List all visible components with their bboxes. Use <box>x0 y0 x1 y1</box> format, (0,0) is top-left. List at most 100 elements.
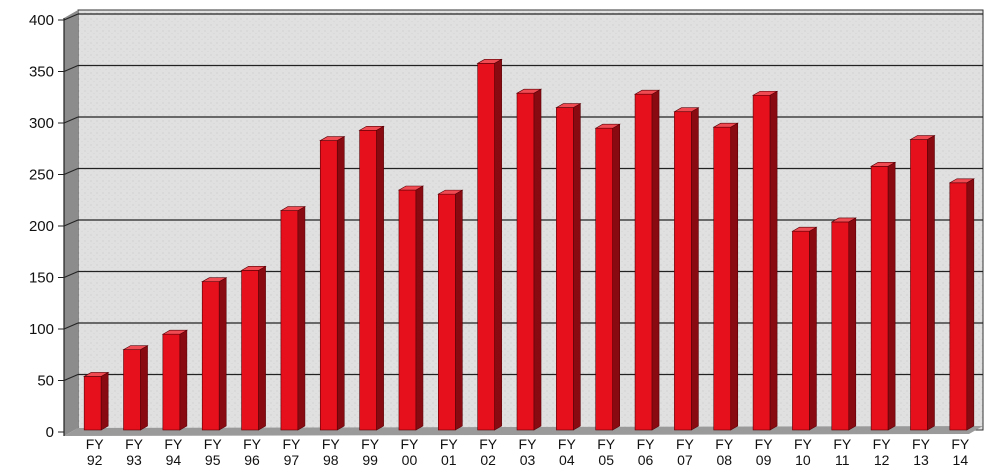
y-axis: 0 50 100 150 200 250 300 350 400 <box>29 12 65 441</box>
x-tick-label-line: 08 <box>716 452 732 468</box>
bar-front <box>359 129 377 431</box>
bar-side <box>887 161 896 431</box>
gridline-side <box>63 168 79 175</box>
bars <box>83 58 975 431</box>
gridline-side <box>63 65 79 72</box>
bar-front <box>556 107 574 431</box>
bar-front <box>752 94 771 431</box>
x-tick-label: FY 03 <box>519 436 538 468</box>
bar-top <box>751 90 779 96</box>
bar-top <box>201 277 228 282</box>
x-tick-label: FY 93 <box>125 436 144 468</box>
gridline-side <box>63 322 79 330</box>
x-tick-label-line: FY <box>637 436 656 452</box>
bar <box>948 178 975 431</box>
x-tick-label-line: 95 <box>205 452 221 468</box>
x-tick-label: FY 12 <box>873 436 892 468</box>
bar-side <box>179 329 188 431</box>
bar-front <box>201 281 220 431</box>
x-tick-label: FY 94 <box>164 436 183 468</box>
bar-side <box>415 185 424 431</box>
bar-top <box>476 59 503 64</box>
bar-side <box>297 206 306 431</box>
gridline-side <box>63 271 79 278</box>
bar-front <box>792 230 810 431</box>
bar-side <box>336 136 345 431</box>
bar <box>555 103 582 431</box>
x-tick-label-line: FY <box>86 436 105 452</box>
bar-side <box>258 265 266 431</box>
bar-side <box>494 58 502 431</box>
bar-top <box>870 162 897 167</box>
x-tick-label: FY 00 <box>401 436 420 468</box>
x-tick-label-line: FY <box>951 436 970 452</box>
x-tick-label-line: FY <box>125 436 144 452</box>
bar <box>751 90 779 431</box>
x-tick-label-line: FY <box>204 436 223 452</box>
x-tick-label: FY 09 <box>755 436 774 468</box>
bar-front <box>674 111 692 431</box>
bar-top <box>515 88 543 94</box>
y-tick-label: 100 <box>29 321 54 338</box>
x-tick-label-line: FY <box>519 436 538 452</box>
bar-front <box>438 193 456 431</box>
bar <box>673 107 700 431</box>
bar <box>358 125 385 431</box>
x-tick-label-line: 12 <box>874 452 890 468</box>
bar-front <box>713 126 732 431</box>
bar-side <box>848 217 857 431</box>
bar-side <box>927 135 935 431</box>
bar <box>476 58 503 431</box>
bar <box>633 89 661 431</box>
x-tick-label-line: 01 <box>441 452 457 468</box>
bar-front <box>398 189 417 431</box>
x-tick-label: FY 13 <box>912 436 931 468</box>
x-tick-label: FY 95 <box>204 436 223 468</box>
y-tick-label: 150 <box>29 270 54 287</box>
bar-top <box>319 136 346 141</box>
y-tick-label: 400 <box>29 12 54 29</box>
x-tick-label-line: FY <box>479 436 498 452</box>
bar-top <box>909 135 936 140</box>
bar-side <box>730 122 739 431</box>
bar-front <box>83 376 102 431</box>
bar-front <box>910 139 928 431</box>
bar-top <box>948 178 975 184</box>
bar-side <box>218 277 227 431</box>
gridline-side <box>63 116 79 124</box>
x-tick-label: FY 06 <box>637 436 656 468</box>
bar-top <box>161 329 188 335</box>
x-tick-label: FY 97 <box>282 436 301 468</box>
x-tick-label-line: 98 <box>323 452 339 468</box>
x-tick-label-line: FY <box>833 436 852 452</box>
y-tick-label: 350 <box>29 64 54 81</box>
bar <box>83 371 110 431</box>
x-tick-label-line: 03 <box>520 452 536 468</box>
bar-top <box>555 103 582 108</box>
x-tick-label-line: 13 <box>913 452 929 468</box>
x-tick-label-line: FY <box>597 436 616 452</box>
bar <box>397 185 425 431</box>
bar <box>161 329 188 431</box>
bar-front <box>280 210 299 431</box>
gridline-side <box>63 13 79 21</box>
x-tick-label-line: 04 <box>559 452 575 468</box>
x-tick-label: FY 05 <box>597 436 616 468</box>
y-tick-label: 300 <box>29 115 54 132</box>
bar-front <box>595 127 613 431</box>
bar-front <box>123 349 141 431</box>
bar-front <box>241 270 259 431</box>
bar-top <box>633 89 661 95</box>
x-tick-label: FY 99 <box>361 436 380 468</box>
bar <box>279 206 307 431</box>
x-tick-label-line: FY <box>322 436 341 452</box>
x-tick-label-line: 93 <box>126 452 142 468</box>
x-tick-label-line: 99 <box>362 452 378 468</box>
x-tick-label-line: FY <box>401 436 420 452</box>
x-tick-label: FY 08 <box>715 436 734 468</box>
x-tick-label: FY 11 <box>833 436 852 468</box>
bar-top <box>122 345 149 350</box>
bar <box>791 226 818 431</box>
